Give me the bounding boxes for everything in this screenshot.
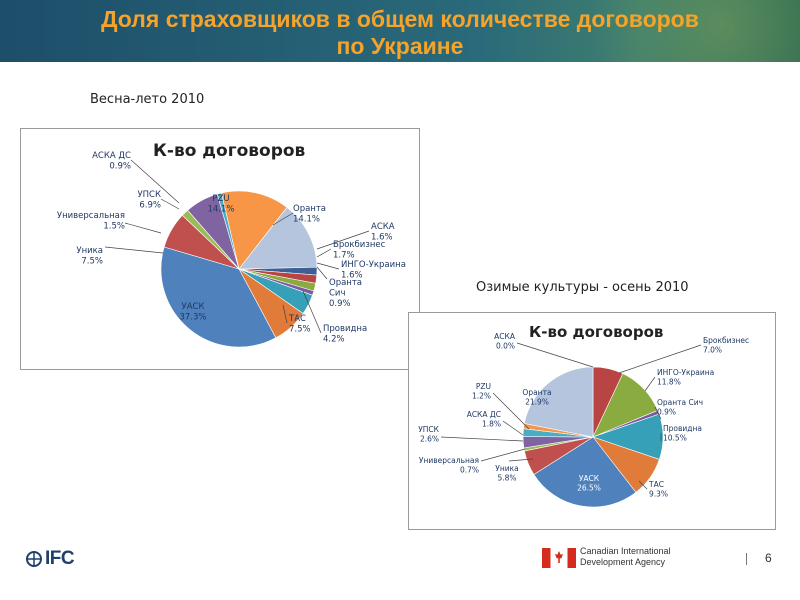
- banner-decoration: [540, 0, 800, 62]
- chart2-leader-line: [480, 448, 526, 462]
- chart1-title: К-во договоров: [153, 141, 306, 161]
- chart2-data-label: PZU 1.2%: [472, 382, 491, 401]
- chart2-leader-line: [654, 406, 662, 420]
- chart1-leader-line: [160, 198, 180, 210]
- chart2-data-label: ИНГО-Украина 11.8%: [657, 368, 714, 387]
- chart1-data-label: Провидна 4.2%: [323, 324, 367, 345]
- chart2-title: К-во договоров: [529, 323, 664, 341]
- chart2-data-label: ТАС 9.3%: [648, 480, 668, 499]
- chart1-leader-line: [316, 248, 332, 258]
- cida-line2: Development Agency: [580, 557, 666, 567]
- chart2-data-label: Оранта Сич 0.9%: [657, 398, 703, 417]
- chart1-leader-line: [302, 290, 322, 334]
- page-title-line2: по Украине: [336, 33, 464, 59]
- ifc-globe-icon: [26, 551, 42, 567]
- ifc-logo: IFC: [45, 548, 75, 569]
- chart2-leader-line: [508, 458, 534, 462]
- page-title-line1: Доля страховщиков в общем количестве дог…: [101, 6, 699, 32]
- chart1-leader-line: [130, 159, 180, 204]
- chart2-data-label: Брокбизнес 7.0%: [703, 336, 749, 355]
- chart2-svg: АСКА 0.0% Брокбизнес 7.0% ИНГО-Украина 11.8% О…: [418, 332, 749, 508]
- page-divider: [746, 553, 747, 565]
- chart1-slice: [238, 206, 318, 270]
- cida-line1: Canadian International: [580, 546, 671, 556]
- chart2-data-label: Уника 5.8%: [495, 464, 518, 483]
- chart2-data-label: АСКА 0.0%: [494, 332, 516, 351]
- chart1-leader-line: [316, 262, 340, 270]
- chart2-data-label: Оранта 21.9%: [522, 388, 551, 407]
- chart2-frame: К-во договоров АСКА 0.0% Брокбизнес 7.0% ИНГ…: [408, 312, 776, 530]
- chart2-leader-line: [638, 480, 648, 490]
- chart1-data-label: ИНГО-Украина 1.6%: [341, 260, 406, 281]
- chart1-slice: [221, 190, 288, 270]
- chart2-data-label: УАСК 26.5%: [577, 474, 601, 493]
- chart2-data-label: Провидна 10.5%: [663, 424, 702, 443]
- header-banner: [0, 0, 800, 62]
- chart2-slice: [533, 436, 637, 508]
- chart2-data-label: АСКА ДС 1.8%: [467, 410, 501, 429]
- chart2-leader-line: [502, 420, 524, 436]
- cida-logo: Canadian International Development Agenc…: [542, 546, 682, 570]
- chart1-data-label: УАСК 37.3%: [179, 302, 206, 323]
- chart2-leader-line: [618, 344, 702, 374]
- chart1-data-label: ТАС 7.5%: [288, 314, 311, 335]
- chart2-data-label: Универсальная 0.7%: [419, 456, 479, 475]
- cida-text: Canadian International Development Agenc…: [580, 546, 671, 568]
- chart1-data-label: PZU 14.1%: [207, 194, 234, 215]
- page-title: Доля страховщиков в общем количестве дог…: [0, 6, 800, 60]
- chart2-heading: Озимые культуры - осень 2010: [476, 280, 689, 295]
- chart1-leader-line: [316, 230, 370, 250]
- chart1-slice: [216, 192, 240, 270]
- chart1-leader-line: [316, 266, 328, 280]
- chart2-leader-line: [492, 392, 530, 430]
- chart1-data-label: Брокбизнес 1.7%: [333, 240, 386, 261]
- chart1-data-label: АСКА ДС 0.9%: [92, 151, 131, 172]
- chart2-leader-line: [516, 342, 594, 368]
- chart1-leader-line: [124, 222, 162, 234]
- chart1-svg: PZU 14.1% Оранта 14.1% АСКА 1.6%Брокбизнес 1.7…: [57, 151, 406, 348]
- chart1-data-label: Уника 7.5%: [76, 246, 103, 267]
- chart1-data-label: Оранта Сич 0.9%: [329, 278, 362, 309]
- chart1-data-label: Оранта 14.1%: [293, 204, 326, 225]
- chart2-data-label: УПСК 2.6%: [418, 425, 439, 444]
- chart1-data-label: Универсальная 1.5%: [57, 211, 125, 232]
- chart1-data-label: АСКА 1.6%: [371, 222, 395, 243]
- page-number: 6: [765, 551, 772, 565]
- chart1-heading: Весна-лето 2010: [90, 92, 205, 107]
- maple-leaf-icon: [555, 551, 563, 563]
- chart2-leader-line: [440, 436, 524, 442]
- chart1-leader-line: [282, 304, 288, 324]
- chart1-leader-line: [272, 212, 294, 226]
- chart2-slice: [523, 366, 594, 438]
- chart2-leader-line: [644, 376, 656, 392]
- chart1-frame: К-во договоров PZU 14.1% Оранта 14.1% АСКА 1.…: [20, 128, 420, 370]
- chart1-leader-line: [104, 246, 164, 254]
- chart1-data-label: УПСК 6.9%: [137, 190, 161, 211]
- chart1-slice: [160, 246, 277, 348]
